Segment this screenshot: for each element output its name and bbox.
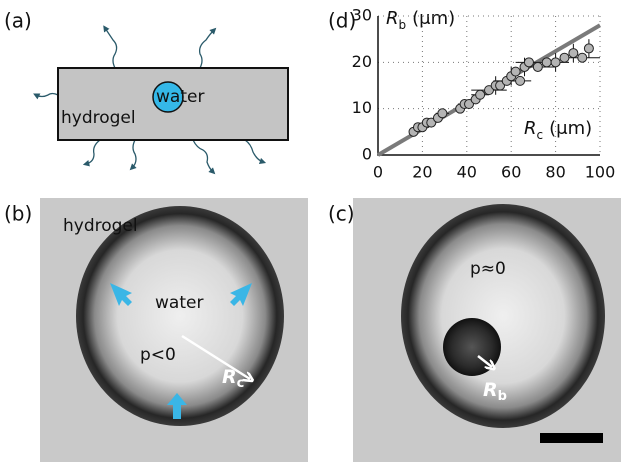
x-tick-label: 40: [457, 163, 477, 182]
x-tick-label: 60: [501, 163, 521, 182]
axis-unit: (μm): [412, 8, 455, 29]
data-point: [438, 109, 447, 118]
radius-symbol: R: [222, 366, 237, 388]
data-point: [584, 44, 593, 53]
data-point: [560, 53, 569, 62]
y-tick-label: 10: [352, 98, 372, 117]
axis-symbol: R: [524, 118, 537, 139]
pressure-label: p<0: [140, 345, 176, 365]
x-tick-label: 0: [373, 163, 383, 182]
bubble: [443, 318, 501, 376]
data-point: [476, 90, 485, 99]
axis-symbol: R: [386, 8, 399, 29]
y-axis-label: Rb (μm): [386, 8, 455, 32]
x-axis-label: Rc(μm): [524, 118, 592, 142]
data-point: [524, 58, 533, 67]
y-tick-label: 20: [352, 52, 372, 71]
data-point: [551, 58, 560, 67]
data-point: [511, 67, 520, 76]
scale-bar: [540, 433, 603, 443]
radius-subscript: b: [498, 389, 507, 404]
x-tick-label: 100: [585, 163, 616, 182]
x-tick-label: 80: [545, 163, 565, 182]
hydrogel-label: hydrogel: [63, 216, 138, 236]
data-point: [578, 53, 587, 62]
axis-subscript: b: [399, 18, 407, 32]
data-point: [533, 62, 542, 71]
pressure-label: p≈0: [470, 259, 506, 279]
axis-subscript: c: [537, 128, 544, 142]
scatter-plot: 0 20 40 60 80 100 0 10 20 30: [352, 6, 616, 182]
data-point: [542, 58, 551, 67]
y-tick-label: 0: [362, 145, 372, 164]
data-point: [516, 76, 525, 85]
y-tick-label: 30: [352, 6, 372, 25]
x-tick-label: 20: [412, 163, 432, 182]
data-point: [569, 49, 578, 58]
water-label: water: [155, 293, 203, 313]
radius-subscript: c: [237, 376, 245, 391]
hydrogel-label: hydrogel: [61, 108, 136, 128]
panel-label: (c): [328, 202, 355, 226]
water-label: water: [156, 87, 204, 107]
panel-label: (b): [4, 202, 32, 226]
cavity: [76, 206, 284, 426]
radius-symbol: R: [483, 379, 498, 401]
figure: (a) water hydrogel (b) hydrogel water p<…: [0, 0, 621, 462]
panel-label: (a): [4, 9, 32, 33]
